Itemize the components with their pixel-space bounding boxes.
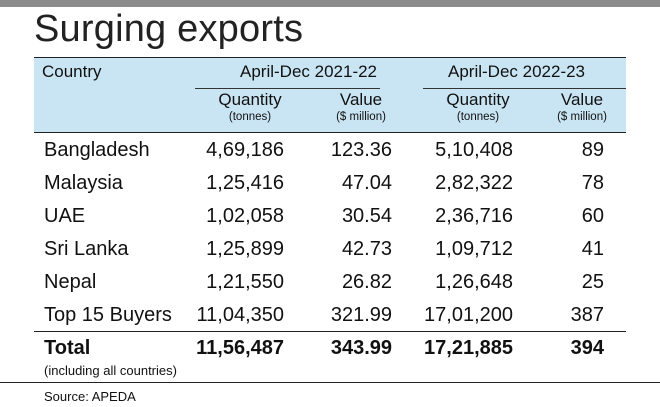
top-bar [0, 0, 660, 7]
table-cell-quantity1: 1,02,058 [206, 205, 284, 227]
table-cell-quantity1: 11,04,350 [196, 304, 285, 326]
quantity-unit-1: (tonnes) [228, 111, 272, 123]
table-cell-value1: 123.36 [330, 139, 392, 161]
total-note: (including all countries) [44, 363, 177, 378]
period2-header: April-Dec 2022-23 [448, 62, 586, 81]
total-quantity2: 17,21,885 [424, 337, 513, 359]
table-row-country: UAE [44, 205, 86, 227]
table-cell-value1: 47.04 [341, 172, 392, 194]
country-header: Country [42, 62, 102, 81]
table-row-country: Sri Lanka [44, 238, 129, 260]
table-cell-quantity2: 17,01,200 [424, 304, 513, 326]
table-cell-value2: 60 [581, 205, 604, 227]
quantity-header-1: Quantity [218, 90, 282, 109]
table-cell-value2: 89 [581, 139, 604, 161]
table-row-country: Top 15 Buyers [44, 304, 172, 326]
page-title: Surging exports [34, 8, 304, 50]
quantity-header-2: Quantity [446, 90, 510, 109]
value-unit-2: ($ million) [557, 111, 607, 123]
table-cell-quantity2: 1,09,712 [435, 238, 513, 260]
header-top-rule [34, 57, 626, 58]
total-value2: 394 [570, 337, 604, 359]
period2-underline [423, 88, 626, 89]
table-cell-value2: 41 [581, 238, 604, 260]
total-label: Total [44, 337, 91, 359]
period1-header: April-Dec 2021-22 [240, 62, 378, 81]
table-cell-quantity2: 2,82,322 [435, 172, 513, 194]
table-cell-value1: 30.54 [341, 205, 392, 227]
period1-underline [195, 88, 380, 89]
table-cell-quantity2: 1,26,648 [435, 271, 513, 293]
table-row-country: Malaysia [44, 172, 123, 194]
quantity-unit-2: (tonnes) [456, 111, 500, 123]
table-cell-value1: 42.73 [341, 238, 392, 260]
table-cell-quantity1: 1,21,550 [206, 271, 284, 293]
table-cell-quantity1: 1,25,416 [206, 172, 284, 194]
table-cell-value2: 25 [581, 271, 604, 293]
total-top-rule [34, 331, 626, 332]
total-value1: 343.99 [330, 337, 392, 359]
value-header-2: Value [560, 90, 604, 109]
value-header-1: Value [339, 90, 383, 109]
table-cell-quantity1: 1,25,899 [206, 238, 284, 260]
table-cell-quantity2: 2,36,716 [435, 205, 513, 227]
table-cell-value1: 26.82 [341, 271, 392, 293]
table-row-country: Nepal [44, 271, 97, 293]
table-cell-value1: 321.99 [330, 304, 392, 326]
bottom-rule [0, 382, 660, 383]
table-cell-value2: 78 [581, 172, 604, 194]
total-quantity1: 11,56,487 [196, 337, 284, 359]
table-cell-quantity1: 4,69,186 [206, 139, 284, 161]
header-bottom-rule [34, 132, 626, 133]
table-cell-value2: 387 [570, 304, 604, 326]
value-unit-1: ($ million) [336, 111, 386, 123]
table-header-background [34, 57, 626, 132]
source-credit: Source: APEDA [44, 389, 136, 404]
table-cell-quantity2: 5,10,408 [435, 139, 513, 161]
table-row-country: Bangladesh [44, 139, 150, 161]
